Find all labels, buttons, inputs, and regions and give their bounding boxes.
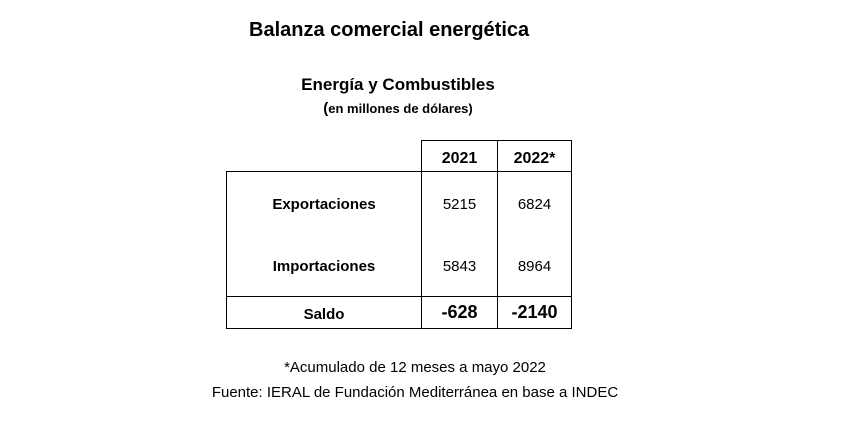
unit-note-text: en millones de dólares) (328, 101, 473, 116)
source-note: Fuente: IERAL de Fundación Mediterránea … (211, 384, 619, 401)
row-label-saldo: Saldo (303, 306, 345, 323)
grid-line (421, 140, 422, 329)
unit-note: (en millones de dólares) (0, 100, 796, 117)
column-header-2021: 2021 (441, 149, 478, 167)
grid-line (421, 140, 572, 141)
column-header-2022: 2022* (513, 149, 556, 167)
grid-line (226, 296, 572, 297)
grid-line (226, 328, 572, 329)
unit-paren: ( (323, 100, 329, 117)
table-cell: 8964 (517, 257, 552, 275)
row-label-exportaciones: Exportaciones (272, 195, 376, 213)
table-cell: 6824 (517, 195, 552, 213)
grid-line (226, 171, 227, 329)
table-cell: 5843 (442, 257, 477, 275)
grid-line (497, 140, 498, 329)
total-cell: -2140 (511, 302, 558, 322)
grid-line (226, 171, 572, 172)
footnote: *Acumulado de 12 meses a mayo 2022 (284, 359, 546, 376)
grid-line (571, 140, 572, 329)
total-cell: -628 (441, 302, 478, 322)
table-cell: 5215 (442, 195, 477, 213)
row-label-importaciones: Importaciones (272, 257, 376, 275)
table-subtitle: Energía y Combustibles (301, 75, 495, 94)
page-title: Balanza comercial energética (249, 19, 530, 41)
